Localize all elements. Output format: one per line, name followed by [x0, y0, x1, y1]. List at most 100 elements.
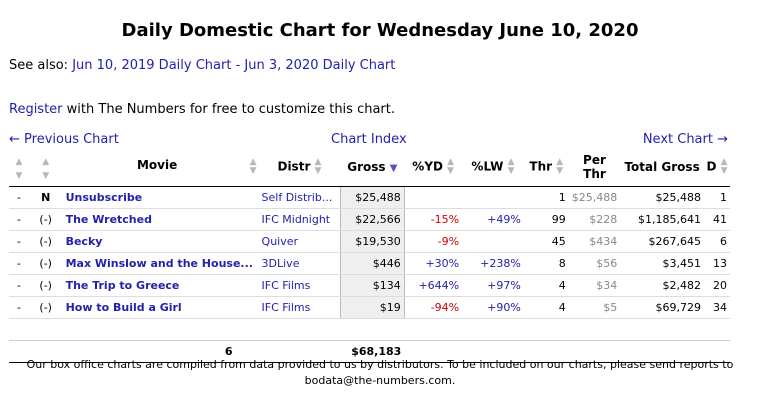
per-theater-cell: $34: [568, 274, 621, 297]
days-cell: 20: [703, 274, 730, 297]
see-also-line: See also: Jun 10, 2019 Daily Chart - Jun…: [9, 58, 395, 73]
distributor-link[interactable]: Self Distrib...: [258, 186, 341, 209]
total-gross-sum: $68,183: [340, 340, 405, 363]
page-title: Daily Domestic Chart for Wednesday June …: [121, 20, 639, 41]
row-rank: (-): [28, 274, 63, 297]
total-movie-count: 6: [9, 340, 259, 363]
row-rank: (-): [28, 252, 63, 275]
link-2019-daily-chart[interactable]: Jun 10, 2019 Daily Chart: [72, 58, 232, 73]
per-thr-column-header[interactable]: Per Thr: [568, 148, 621, 187]
theaters-cell: 99: [523, 208, 569, 231]
lw-column-header[interactable]: %LW ▲ ▼: [462, 148, 524, 187]
thr-column-header[interactable]: Thr ▲ ▼: [523, 148, 569, 187]
days-column-header[interactable]: D ▲ ▼: [703, 148, 730, 187]
per-theater-cell: $25,488: [568, 186, 621, 209]
total-gross-column-header[interactable]: Total Gross: [620, 148, 704, 187]
lw-cell: +97%: [462, 274, 524, 297]
sort-dash-header[interactable]: ▲ ▼: [9, 148, 29, 187]
total-gross-cell: $69,729: [620, 296, 704, 319]
yd-cell: -9%: [404, 230, 463, 253]
footer-note: Our box office charts are compiled from …: [26, 358, 734, 387]
see-also-separator: -: [235, 58, 241, 73]
gross-cell: $134: [339, 274, 405, 297]
row-rank: (-): [28, 208, 63, 231]
see-also-label: See also:: [9, 58, 69, 73]
chart-index-link[interactable]: Chart Index: [331, 132, 407, 147]
register-line: Register with The Numbers for free to cu…: [9, 102, 395, 117]
days-cell: 13: [703, 252, 730, 275]
table-row: - (-) Becky Quiver $19,530 -9% 45 $434 $…: [9, 230, 730, 253]
movie-title-link[interactable]: The Trip to Greece: [62, 274, 259, 297]
per-theater-cell: $434: [568, 230, 621, 253]
row-rank: (-): [28, 296, 63, 319]
sort-arrows-icon: ▲ ▼: [507, 157, 515, 176]
previous-chart-link[interactable]: ← Previous Chart: [9, 132, 119, 147]
lw-cell: +238%: [462, 252, 524, 275]
total-gross-cell: $1,185,641: [620, 208, 704, 231]
total-gross-header-label: Total Gross: [624, 160, 700, 174]
distributor-link[interactable]: 3DLive: [258, 252, 341, 275]
yd-column-header[interactable]: %YD ▲ ▼: [404, 148, 463, 187]
thr-header-label: Thr: [529, 159, 553, 174]
register-link[interactable]: Register: [9, 102, 63, 117]
theaters-cell: 4: [523, 296, 569, 319]
days-cell: 6: [703, 230, 730, 253]
sort-arrows-icon: ▲ ▼: [42, 157, 50, 181]
totals-row: 6 $68,183: [9, 340, 730, 363]
days-header-label: D: [706, 159, 717, 174]
theaters-cell: 4: [523, 274, 569, 297]
sort-arrows-icon: ▲ ▼: [15, 157, 23, 181]
distr-column-header[interactable]: Distr ▲ ▼: [258, 148, 341, 187]
lw-cell: [462, 230, 524, 253]
days-cell: 41: [703, 208, 730, 231]
sort-arrows-icon: ▲ ▼: [249, 157, 257, 176]
gross-cell: $25,488: [339, 186, 405, 209]
register-text: with The Numbers for free to customize t…: [66, 102, 395, 117]
total-gross-cell: $267,645: [620, 230, 704, 253]
total-gross-cell: $2,482: [620, 274, 704, 297]
sort-arrows-icon: ▲ ▼: [720, 157, 728, 176]
gross-cell: $19,530: [339, 230, 405, 253]
distributor-link[interactable]: IFC Films: [258, 274, 341, 297]
spacer-cell: [9, 318, 730, 341]
next-chart-link[interactable]: Next Chart →: [642, 132, 728, 147]
sort-descending-icon: ▼: [389, 163, 398, 174]
theaters-cell: 8: [523, 252, 569, 275]
gross-column-header[interactable]: Gross ▼: [340, 148, 405, 187]
table-row: - (-) The Wretched IFC Midnight $22,566 …: [9, 208, 730, 231]
gross-cell: $19: [339, 296, 405, 319]
box-office-table: ▲ ▼ ▲ ▼ Movie ▲ ▼ Distr ▲ ▼ Gross ▼ %YD ▲ ▼ %…: [9, 148, 730, 363]
link-prev-week-daily-chart[interactable]: Jun 3, 2020 Daily Chart: [244, 58, 396, 73]
row-dash: -: [9, 208, 29, 231]
movie-title-link[interactable]: Becky: [62, 230, 259, 253]
lw-cell: [462, 186, 524, 209]
lw-cell: +49%: [462, 208, 524, 231]
distributor-link[interactable]: IFC Films: [258, 296, 341, 319]
distributor-link[interactable]: Quiver: [258, 230, 341, 253]
per-theater-cell: $5: [568, 296, 621, 319]
yd-cell: -94%: [404, 296, 463, 319]
movie-title-link[interactable]: How to Build a Girl: [62, 296, 259, 319]
movie-title-link[interactable]: Max Winslow and the House...: [62, 252, 259, 275]
theaters-cell: 45: [523, 230, 569, 253]
movie-title-link[interactable]: Unsubscribe: [62, 186, 259, 209]
yd-header-label: %YD: [412, 159, 443, 174]
table-row: - (-) Max Winslow and the House... 3DLiv…: [9, 252, 730, 275]
row-dash: -: [9, 274, 29, 297]
distributor-link[interactable]: IFC Midnight: [258, 208, 341, 231]
movie-header-label: Movie: [136, 158, 178, 172]
row-rank: (-): [28, 230, 63, 253]
row-dash: -: [9, 230, 29, 253]
distr-header-label: Distr: [277, 159, 311, 174]
movie-title-link[interactable]: The Wretched: [62, 208, 259, 231]
yd-cell: -15%: [404, 208, 463, 231]
movie-column-header[interactable]: Movie ▲ ▼: [62, 148, 259, 187]
sort-rank-header[interactable]: ▲ ▼: [28, 148, 63, 187]
table-row: - N Unsubscribe Self Distrib... $25,488 …: [9, 186, 730, 209]
row-dash: -: [9, 296, 29, 319]
gross-cell: $446: [339, 252, 405, 275]
per-theater-cell: $56: [568, 252, 621, 275]
yd-cell: +644%: [404, 274, 463, 297]
totals-empty-cell: [258, 340, 341, 363]
table-spacer-row: [9, 318, 730, 341]
